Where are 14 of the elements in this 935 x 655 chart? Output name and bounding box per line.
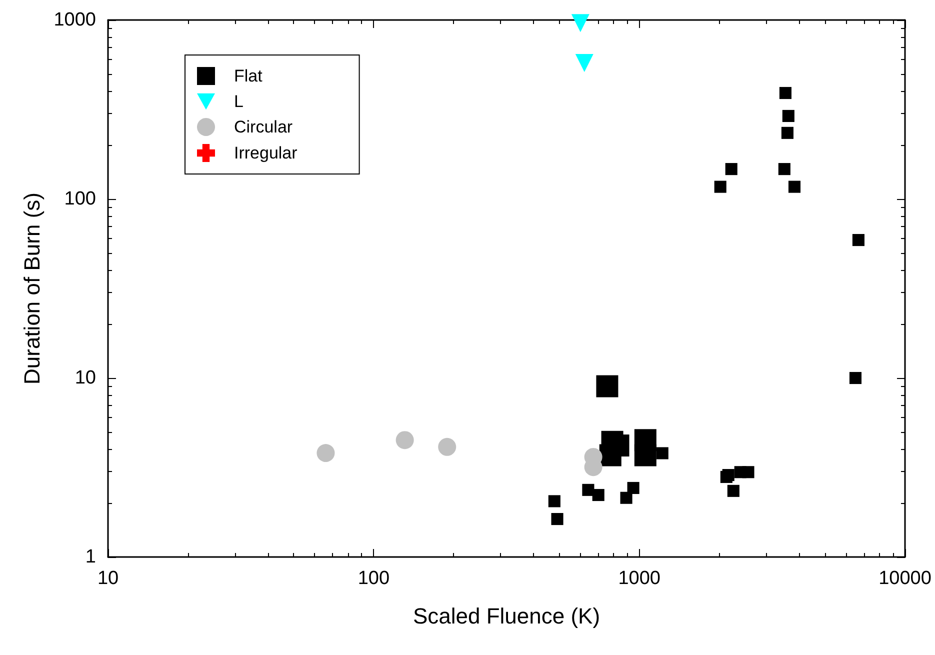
y-tick-label: 1 [85, 546, 96, 568]
y-axis-title: Duration of Burn (s) [19, 192, 44, 384]
legend-label: L [234, 92, 244, 111]
legend-label: Irregular [234, 144, 298, 162]
x-tick-label: 10 [97, 568, 119, 589]
x-axis-title: Scaled Fluence (K) [412, 604, 600, 628]
y-tick-label: 1000 [54, 10, 96, 30]
y-tick-label: 10 [74, 368, 96, 388]
y-tick-label: 100 [64, 188, 96, 210]
legend-label: Flat [234, 66, 263, 86]
x-tick-label: 1000 [618, 568, 660, 589]
legend-label: Circular [234, 118, 293, 136]
x-tick-label: 100 [358, 568, 390, 589]
x-tick-label: 10000 [878, 568, 932, 589]
